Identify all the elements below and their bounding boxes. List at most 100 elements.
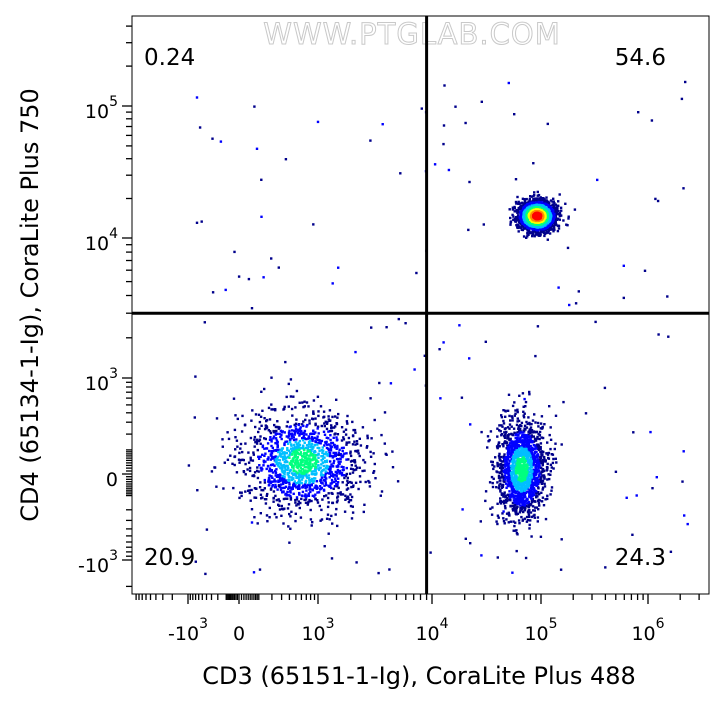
event-dot [296, 459, 299, 463]
event-dot [510, 440, 513, 443]
event-dot [534, 445, 537, 448]
event-dot [546, 494, 549, 497]
event-dot [353, 468, 356, 472]
event-dot [273, 480, 276, 483]
event-dot [298, 484, 301, 487]
event-dot [346, 495, 350, 498]
event-dot [539, 478, 542, 481]
event-dot [317, 467, 320, 470]
event-dot [495, 486, 498, 489]
event-dot [281, 474, 284, 478]
event-dot [260, 466, 263, 470]
event-dot [349, 460, 353, 463]
event-dot [292, 459, 295, 462]
event-dot [514, 497, 517, 501]
event-dot [275, 468, 278, 471]
event-dot [515, 423, 519, 427]
event-dot [320, 476, 324, 479]
event-dot [308, 465, 312, 468]
event-dot [294, 427, 298, 431]
event-dot [343, 476, 346, 480]
event-dot [529, 423, 532, 426]
event-dot [513, 461, 516, 464]
event-dot [314, 440, 318, 444]
event-dot [337, 477, 340, 480]
event-dot [289, 452, 292, 455]
event-dot [320, 449, 324, 452]
event-dot [270, 440, 273, 443]
event-dot [515, 495, 518, 498]
event-dot [516, 195, 519, 199]
event-dot [249, 436, 253, 440]
event-dot [298, 487, 301, 490]
event-dot [548, 232, 552, 235]
event-dot [538, 458, 542, 462]
event-dot [366, 445, 369, 448]
event-dot [536, 462, 539, 465]
event-dot [270, 444, 273, 448]
event-dot [326, 505, 330, 509]
event-dot [516, 408, 519, 411]
event-dot [241, 414, 244, 418]
event-dot [541, 460, 544, 463]
event-dot [354, 481, 358, 484]
event-dot [351, 505, 354, 508]
event-dot [316, 499, 319, 502]
event-dot [516, 453, 519, 457]
event-dot [505, 486, 508, 489]
event-dot [252, 453, 255, 456]
event-dot [345, 483, 348, 487]
event-dot [274, 458, 277, 461]
event-dot [512, 448, 516, 451]
event-dot [514, 220, 518, 223]
event-dot [528, 428, 531, 431]
event-dot [517, 481, 521, 484]
event-dot [329, 434, 332, 437]
event-dot [491, 481, 494, 485]
event-dot [314, 454, 317, 457]
event-dot [280, 431, 284, 434]
event-dot [334, 473, 337, 477]
event-dot [305, 453, 308, 457]
event-dot [528, 527, 531, 530]
event-dot [522, 450, 526, 453]
event-dot [300, 429, 303, 433]
event-dot [302, 405, 305, 409]
event-dot [511, 466, 515, 470]
event-dot [351, 443, 355, 446]
event-dot [514, 484, 518, 488]
event-dot [535, 430, 538, 434]
event-dot [532, 454, 535, 457]
event-dot [527, 475, 530, 479]
event-dot [328, 518, 331, 521]
event-dot [327, 532, 330, 535]
event-dot [327, 415, 330, 418]
event-dot [527, 416, 530, 419]
event-dot [313, 467, 317, 471]
event-dot [279, 435, 282, 439]
event-dot [509, 480, 513, 484]
event-dot [549, 493, 552, 496]
event-dot [259, 493, 263, 496]
event-dot [286, 420, 289, 424]
event-dot [346, 422, 349, 425]
event-dot [330, 441, 333, 445]
event-dot [528, 438, 531, 441]
event-dot [262, 464, 265, 467]
event-dot [234, 436, 237, 439]
event-dot [260, 488, 263, 492]
event-dot [296, 455, 299, 459]
event-dot [505, 518, 508, 521]
event-dot [329, 474, 333, 477]
event-dot [305, 475, 308, 479]
event-dot [293, 429, 296, 432]
event-dot [512, 488, 516, 491]
event-dot [311, 494, 314, 497]
event-dot [552, 467, 555, 470]
event-dot [320, 471, 323, 474]
event-dot [270, 450, 273, 453]
event-dot [322, 473, 325, 477]
event-dot [336, 446, 339, 449]
event-dot [511, 460, 514, 463]
event-dot [314, 456, 317, 459]
